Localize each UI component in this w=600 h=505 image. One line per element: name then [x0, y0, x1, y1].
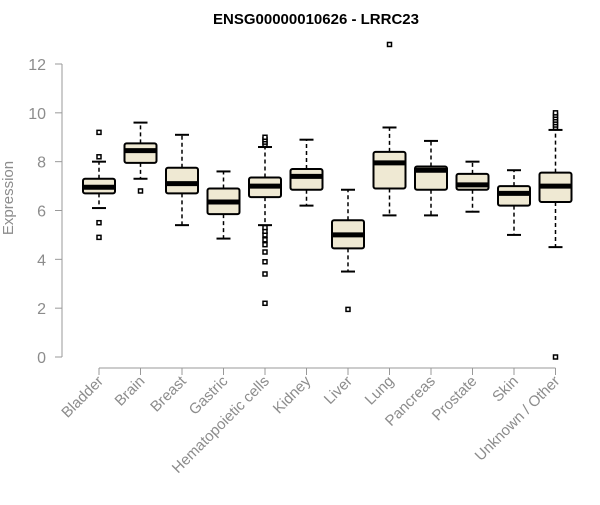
box-skin	[497, 169, 531, 236]
y-axis-label: Expression	[0, 161, 17, 235]
outlier-point	[262, 259, 268, 265]
outlier-point	[96, 154, 102, 160]
x-tick-label: Prostate	[429, 373, 481, 425]
x-tick-label: Lung	[362, 373, 398, 409]
y-tick-label: 12	[28, 57, 46, 74]
x-tick-label: Skin	[489, 373, 522, 406]
outlier-point	[262, 237, 268, 243]
y-tick-label: 10	[28, 106, 46, 123]
box-lung	[372, 41, 407, 217]
outlier-point	[262, 224, 268, 231]
x-tick-label: Liver	[321, 373, 356, 408]
box-iqr	[372, 150, 407, 190]
box-liver	[331, 188, 365, 313]
box-breast	[165, 133, 199, 227]
box-pancreas	[414, 139, 448, 217]
chart-title: ENSG00000010626 - LRRC23	[213, 11, 419, 28]
outlier-point	[262, 249, 268, 255]
boxes	[82, 41, 573, 360]
y-tick-label: 8	[37, 155, 46, 172]
outlier-point	[552, 354, 559, 360]
outlier-point	[262, 271, 268, 277]
x-tick-label: Bladder	[58, 373, 107, 422]
outlier-point	[345, 306, 351, 313]
outlier-point	[96, 129, 102, 136]
box-iqr	[289, 167, 324, 191]
outlier-point	[262, 300, 268, 307]
box-iqr	[455, 172, 490, 191]
x-tick-label: Breast	[147, 372, 190, 415]
box-prostate	[455, 160, 490, 213]
outlier-point	[96, 234, 102, 241]
outlier-point	[262, 241, 268, 248]
outlier-point	[137, 188, 144, 194]
y-tick-label: 4	[37, 252, 46, 269]
box-bladder	[82, 129, 116, 241]
y-tick-label: 0	[37, 350, 46, 367]
x-tick-label: Kidney	[270, 372, 315, 417]
box-unknown-other	[538, 110, 573, 360]
box-kidney	[289, 138, 324, 207]
outlier-point	[386, 41, 393, 48]
box-brain	[123, 121, 158, 194]
outlier-point	[96, 219, 102, 226]
y-tick-label: 2	[37, 301, 46, 318]
outlier-point	[552, 110, 559, 116]
box-gastric	[206, 170, 241, 240]
box-hematopoietic-cells	[248, 134, 282, 307]
box-iqr	[165, 166, 199, 195]
x-tick-label: Brain	[112, 373, 149, 410]
outlier-point	[262, 134, 268, 140]
y-tick-label: 6	[37, 204, 46, 221]
